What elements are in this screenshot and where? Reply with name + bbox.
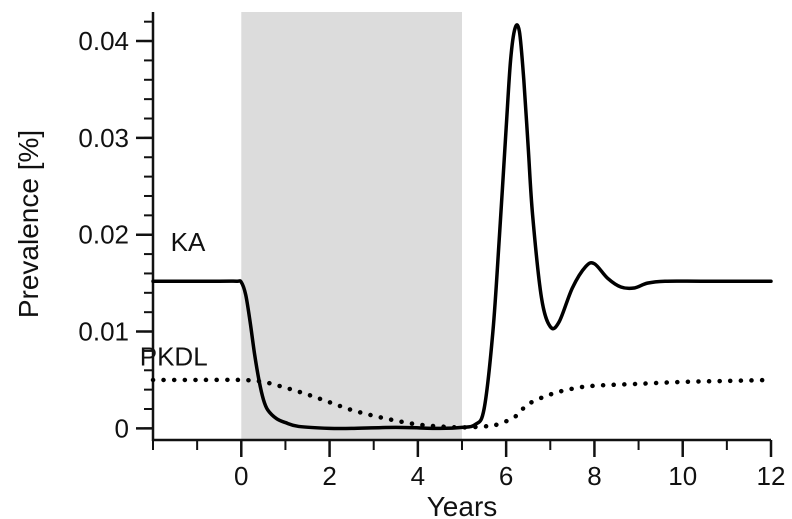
shaded-region bbox=[241, 12, 462, 440]
y-axis-title: Prevalence [%] bbox=[13, 130, 44, 318]
y-tick-label: 0.02 bbox=[78, 220, 129, 250]
x-axis-title: Years bbox=[427, 491, 498, 519]
x-tick-label: 0 bbox=[234, 461, 248, 491]
x-tick-label: 12 bbox=[757, 461, 786, 491]
axes bbox=[136, 12, 773, 457]
x-tick-label: 2 bbox=[322, 461, 336, 491]
series-label-pkdl: PKDL bbox=[140, 341, 208, 371]
x-tick-label: 10 bbox=[668, 461, 697, 491]
series-layer bbox=[150, 23, 774, 431]
series-label-ka: KA bbox=[171, 227, 206, 257]
y-tick-label: 0.04 bbox=[78, 26, 129, 56]
y-tick-label: 0.03 bbox=[78, 123, 129, 153]
x-tick-label: 6 bbox=[499, 461, 513, 491]
x-tick-label: 8 bbox=[587, 461, 601, 491]
shaded-region-layer bbox=[241, 12, 462, 440]
y-tick-label: 0 bbox=[115, 413, 129, 443]
labels-layer: 0 0.01 0.02 0.03 0.04 0 2 4 6 8 10 12 Years Prevalenc… bbox=[13, 26, 785, 519]
x-tick-label: 4 bbox=[411, 461, 425, 491]
y-tick-label: 0.01 bbox=[78, 317, 129, 347]
